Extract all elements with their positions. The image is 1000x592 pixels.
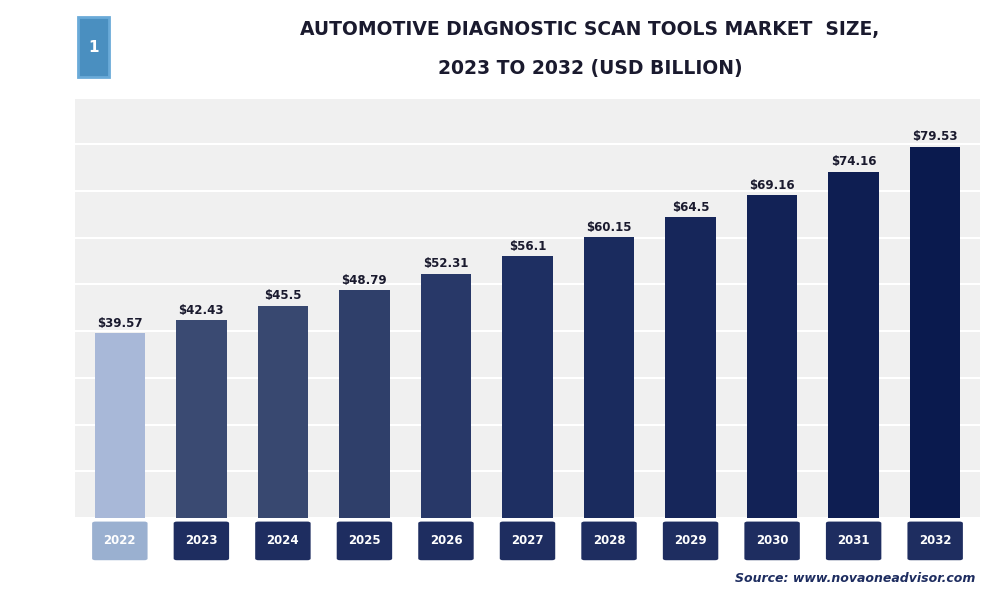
FancyBboxPatch shape: [500, 522, 555, 560]
Text: NOVA: NOVA: [28, 40, 75, 54]
Text: 2025: 2025: [348, 534, 381, 547]
FancyBboxPatch shape: [78, 17, 109, 77]
Text: $52.31: $52.31: [423, 258, 469, 271]
Bar: [665, 217, 716, 518]
Bar: [339, 290, 390, 518]
Text: $79.53: $79.53: [912, 130, 958, 143]
Text: $60.15: $60.15: [586, 221, 632, 234]
Bar: [910, 147, 960, 518]
Text: 2022: 2022: [104, 534, 136, 547]
Text: 2031: 2031: [837, 534, 870, 547]
Bar: [258, 305, 308, 518]
FancyBboxPatch shape: [907, 522, 963, 560]
Text: $64.5: $64.5: [672, 201, 709, 214]
Text: 2023: 2023: [185, 534, 218, 547]
Text: $69.16: $69.16: [749, 179, 795, 192]
Text: $56.1: $56.1: [509, 240, 546, 253]
Text: 2023 TO 2032 (USD BILLION): 2023 TO 2032 (USD BILLION): [438, 59, 742, 78]
Text: 2029: 2029: [674, 534, 707, 547]
FancyBboxPatch shape: [826, 522, 881, 560]
Text: $39.57: $39.57: [97, 317, 143, 330]
FancyBboxPatch shape: [174, 522, 229, 560]
Text: $42.43: $42.43: [179, 304, 224, 317]
Text: 2030: 2030: [756, 534, 788, 547]
Text: $48.79: $48.79: [342, 274, 387, 287]
Text: 1: 1: [88, 40, 99, 54]
Text: 2027: 2027: [511, 534, 544, 547]
FancyBboxPatch shape: [744, 522, 800, 560]
FancyBboxPatch shape: [581, 522, 637, 560]
Bar: [176, 320, 227, 518]
Text: 2026: 2026: [430, 534, 462, 547]
Text: AUTOMOTIVE DIAGNOSTIC SCAN TOOLS MARKET  SIZE,: AUTOMOTIVE DIAGNOSTIC SCAN TOOLS MARKET …: [300, 20, 880, 39]
Text: ADVISOR: ADVISOR: [98, 40, 175, 54]
Text: 2032: 2032: [919, 534, 951, 547]
Bar: [502, 256, 553, 518]
Bar: [828, 172, 879, 518]
FancyBboxPatch shape: [337, 522, 392, 560]
Text: 2028: 2028: [593, 534, 625, 547]
Bar: [95, 333, 145, 518]
Text: $45.5: $45.5: [264, 289, 302, 303]
FancyBboxPatch shape: [255, 522, 311, 560]
FancyBboxPatch shape: [418, 522, 474, 560]
Bar: [421, 274, 471, 518]
Text: 2024: 2024: [267, 534, 299, 547]
FancyBboxPatch shape: [92, 522, 148, 560]
Bar: [747, 195, 797, 518]
Text: Source: www.novaoneadvisor.com: Source: www.novaoneadvisor.com: [735, 572, 975, 585]
Text: $74.16: $74.16: [831, 155, 876, 168]
Bar: [584, 237, 634, 518]
FancyBboxPatch shape: [663, 522, 718, 560]
